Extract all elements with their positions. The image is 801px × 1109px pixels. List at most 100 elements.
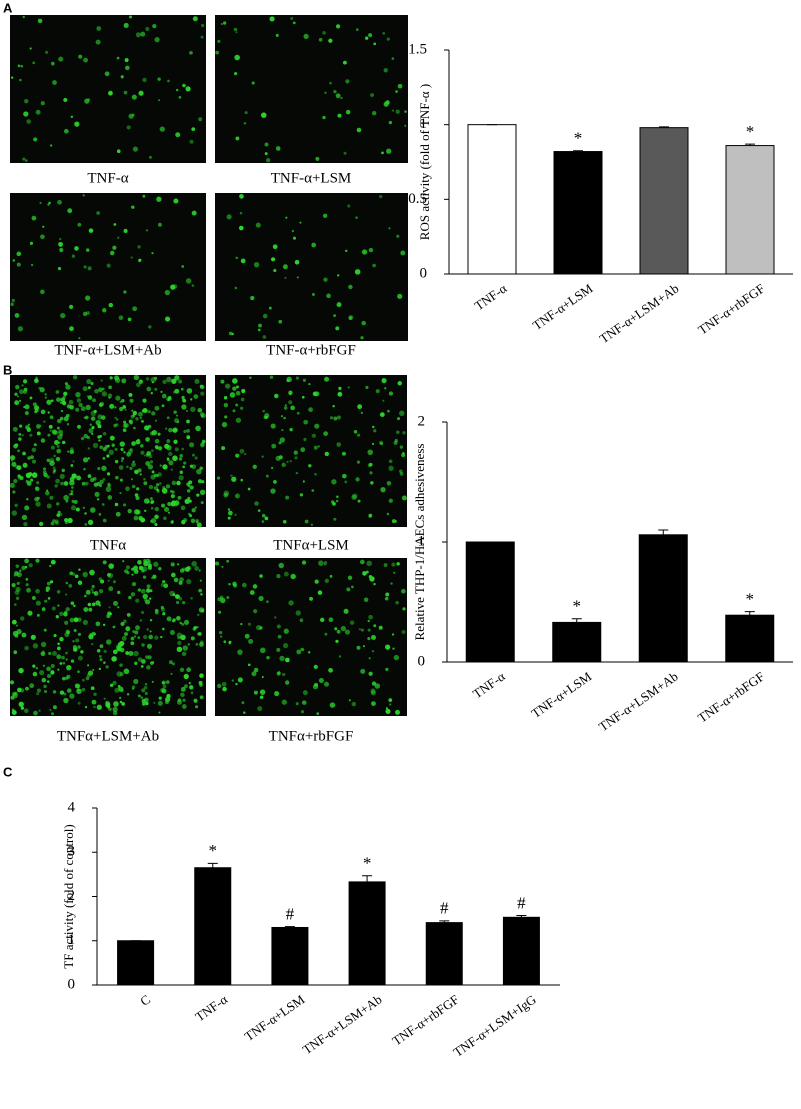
cell [401, 588, 406, 594]
cell [78, 337, 81, 340]
cell [90, 588, 94, 592]
cell [282, 519, 287, 524]
cell [223, 640, 227, 643]
cell [160, 605, 164, 610]
cell [113, 223, 117, 226]
cell [93, 632, 97, 636]
cell [49, 564, 52, 568]
cell [351, 701, 357, 707]
cell [147, 410, 151, 414]
cell [391, 519, 396, 524]
cell [266, 600, 269, 603]
cell [154, 506, 160, 512]
cell [185, 278, 192, 284]
cell [12, 426, 18, 432]
x-tick-label: TNF-α+LSM [530, 280, 596, 333]
cell [59, 401, 63, 404]
cell [272, 244, 278, 250]
cell [39, 670, 45, 676]
cell [336, 415, 341, 420]
cell [144, 697, 149, 703]
cell [370, 93, 375, 97]
cell [197, 632, 200, 636]
cell [114, 447, 118, 451]
cell [388, 391, 394, 396]
cell [150, 506, 154, 510]
cell [128, 113, 134, 119]
cell [30, 455, 34, 460]
cell [221, 421, 228, 428]
cell [293, 450, 298, 455]
cell [38, 709, 41, 712]
cell [56, 654, 62, 660]
cell [147, 560, 151, 565]
cell [71, 473, 77, 479]
cell [26, 427, 31, 433]
cell [9, 482, 15, 488]
cell [173, 500, 176, 503]
cell [53, 454, 56, 458]
cell [141, 659, 146, 664]
bar [502, 916, 540, 986]
cell [12, 259, 16, 262]
cell [368, 247, 374, 253]
cell [21, 384, 24, 387]
cell [362, 571, 367, 576]
cell [333, 517, 337, 521]
cell [104, 71, 110, 77]
cell [171, 520, 174, 523]
cell [133, 515, 139, 521]
cell [33, 443, 37, 447]
cell [223, 21, 227, 25]
cell [147, 464, 154, 470]
cell [232, 409, 236, 413]
cell [81, 481, 86, 486]
cell [96, 498, 100, 501]
x-tick-label: TNF-α+LSM [528, 668, 594, 721]
cell [296, 276, 299, 279]
cell [50, 144, 53, 147]
cell [237, 649, 243, 655]
cell [198, 569, 201, 572]
cell [145, 461, 151, 466]
cell [56, 397, 61, 402]
cell [231, 476, 237, 482]
cell [149, 597, 152, 600]
cell [235, 31, 238, 34]
cell [154, 445, 159, 449]
significance-mark: # [286, 904, 295, 923]
cell [87, 474, 92, 478]
cell [296, 649, 302, 655]
cell [223, 395, 228, 400]
cell [281, 429, 284, 432]
cell [232, 378, 238, 384]
cell [150, 431, 155, 436]
cell [107, 579, 110, 582]
cell [340, 96, 343, 100]
cell [164, 443, 170, 449]
cell [97, 424, 102, 429]
cell [63, 494, 69, 501]
bar [425, 922, 463, 986]
cell [69, 693, 75, 699]
cell [369, 462, 373, 467]
y-tick-label: 2 [418, 413, 426, 429]
error-bar [362, 875, 373, 882]
cell [35, 501, 41, 507]
cell [98, 402, 103, 407]
cell [157, 700, 163, 706]
cell [99, 658, 103, 662]
cell [199, 384, 205, 390]
cell [250, 296, 255, 301]
cell [307, 651, 311, 654]
cell [189, 485, 194, 490]
cell [63, 391, 68, 396]
cell [196, 493, 200, 497]
cell [59, 611, 64, 617]
cell [278, 562, 284, 569]
cell [95, 600, 101, 606]
cell [127, 317, 132, 322]
cell [184, 498, 190, 505]
cell [393, 654, 400, 661]
